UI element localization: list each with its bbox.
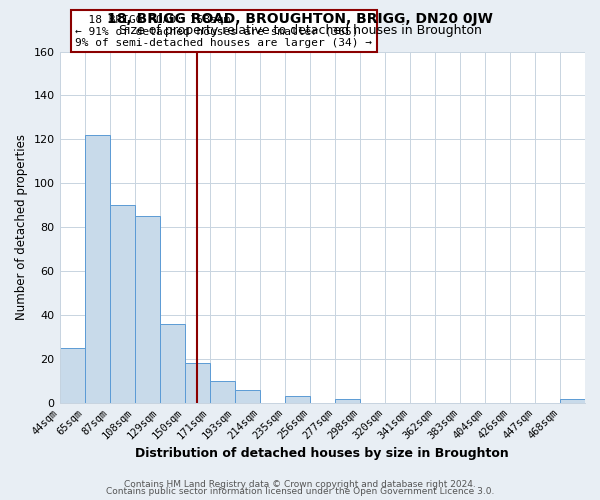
Text: Contains HM Land Registry data © Crown copyright and database right 2024.: Contains HM Land Registry data © Crown c… [124,480,476,489]
Bar [185,364,209,403]
Bar [209,381,235,403]
Bar [285,396,310,403]
Text: Contains public sector information licensed under the Open Government Licence 3.: Contains public sector information licen… [106,487,494,496]
Bar [85,135,110,403]
Bar [235,390,260,403]
Bar [560,398,585,403]
Bar [335,398,360,403]
Bar [160,324,185,403]
Text: 18 BRIGG ROAD: 158sqm
← 91% of detached houses are smaller (365)
9% of semi-deta: 18 BRIGG ROAD: 158sqm ← 91% of detached … [76,15,373,48]
Bar [59,348,85,403]
Bar [110,206,134,403]
X-axis label: Distribution of detached houses by size in Broughton: Distribution of detached houses by size … [136,447,509,460]
Text: Size of property relative to detached houses in Broughton: Size of property relative to detached ho… [119,24,481,37]
Text: 18, BRIGG ROAD, BROUGHTON, BRIGG, DN20 0JW: 18, BRIGG ROAD, BROUGHTON, BRIGG, DN20 0… [107,12,493,26]
Y-axis label: Number of detached properties: Number of detached properties [15,134,28,320]
Bar [134,216,160,403]
